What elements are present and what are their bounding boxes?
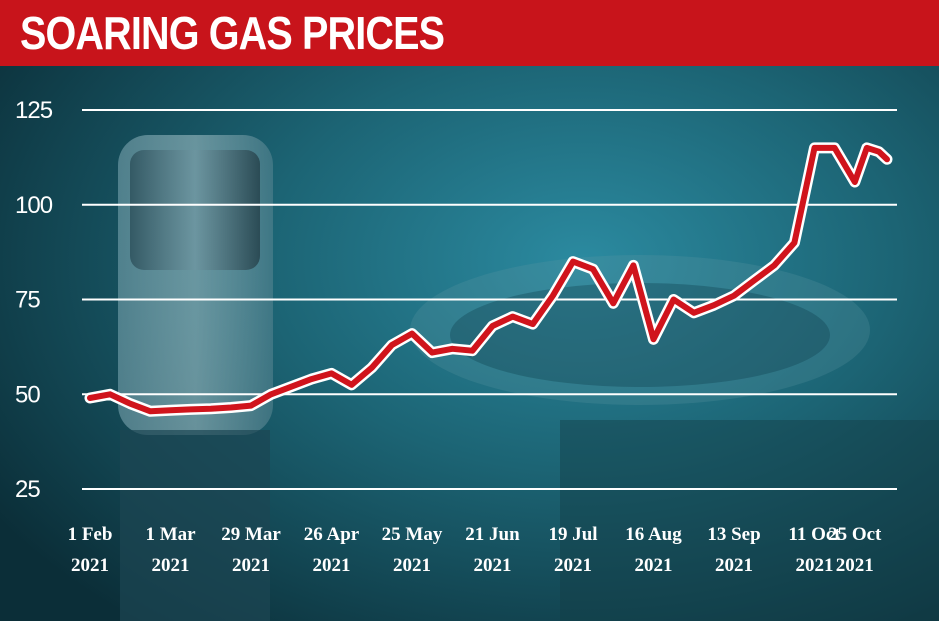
x-tick-label-year: 2021	[313, 555, 351, 576]
x-tick-3: 26 Apr 2021	[304, 524, 360, 576]
x-tick-0: 1 Feb 2021	[68, 524, 113, 576]
x-tick-label-year: 2021	[152, 555, 190, 576]
x-tick-label-day: 13 Sep	[707, 524, 760, 545]
series-line-outline	[84, 142, 893, 417]
x-tick-label-day: 25 Oct	[828, 524, 882, 545]
x-tick-label-year: 2021	[393, 555, 431, 576]
x-tick-6: 19 Jul 2021	[548, 524, 597, 576]
y-tick-label-125: 125	[15, 97, 53, 124]
x-tick-1: 1 Mar 2021	[145, 524, 196, 576]
x-tick-label-year: 2021	[554, 555, 592, 576]
chart-title: SOARING GAS PRICES	[20, 7, 445, 59]
x-tick-7: 16 Aug 2021	[625, 524, 682, 576]
x-tick-label-day: 19 Jul	[548, 524, 597, 545]
series-line	[87, 144, 890, 415]
gridlines	[82, 109, 897, 490]
x-tick-label-year: 2021	[635, 555, 673, 576]
x-tick-2: 29 Mar 2021	[221, 524, 281, 576]
x-tick-label-day: 1 Feb	[68, 524, 113, 545]
x-tick-10: 25 Oct 2021	[828, 524, 882, 576]
x-tick-label-year: 2021	[836, 555, 874, 576]
x-tick-label-year: 2021	[71, 555, 109, 576]
x-tick-label-year: 2021	[796, 555, 834, 576]
y-tick-label-100: 100	[15, 192, 53, 219]
y-tick-label-50: 50	[15, 381, 40, 408]
x-tick-label-day: 11 Oct	[788, 524, 841, 545]
x-tick-5: 21 Jun 2021	[465, 524, 520, 576]
x-tick-9: 11 Oct 2021	[788, 524, 841, 576]
x-tick-label-year: 2021	[474, 555, 512, 576]
title-bar: SOARING GAS PRICES	[0, 0, 939, 66]
x-tick-label-day: 1 Mar	[145, 524, 196, 545]
x-tick-label-year: 2021	[232, 555, 270, 576]
x-tick-8: 13 Sep 2021	[707, 524, 760, 576]
x-tick-label-day: 29 Mar	[221, 524, 281, 545]
series-layer	[84, 142, 893, 417]
x-tick-label-day: 25 May	[382, 524, 443, 545]
x-tick-label-year: 2021	[715, 555, 753, 576]
x-tick-label-day: 21 Jun	[465, 524, 520, 545]
x-tick-label-day: 16 Aug	[625, 524, 682, 545]
x-tick-4: 25 May 2021	[382, 524, 443, 576]
y-axis-ticks: 25 50 75 100 125	[15, 97, 54, 503]
y-tick-label-75: 75	[15, 287, 40, 314]
x-tick-label-day: 26 Apr	[304, 524, 360, 545]
y-tick-label-25: 25	[15, 476, 40, 503]
